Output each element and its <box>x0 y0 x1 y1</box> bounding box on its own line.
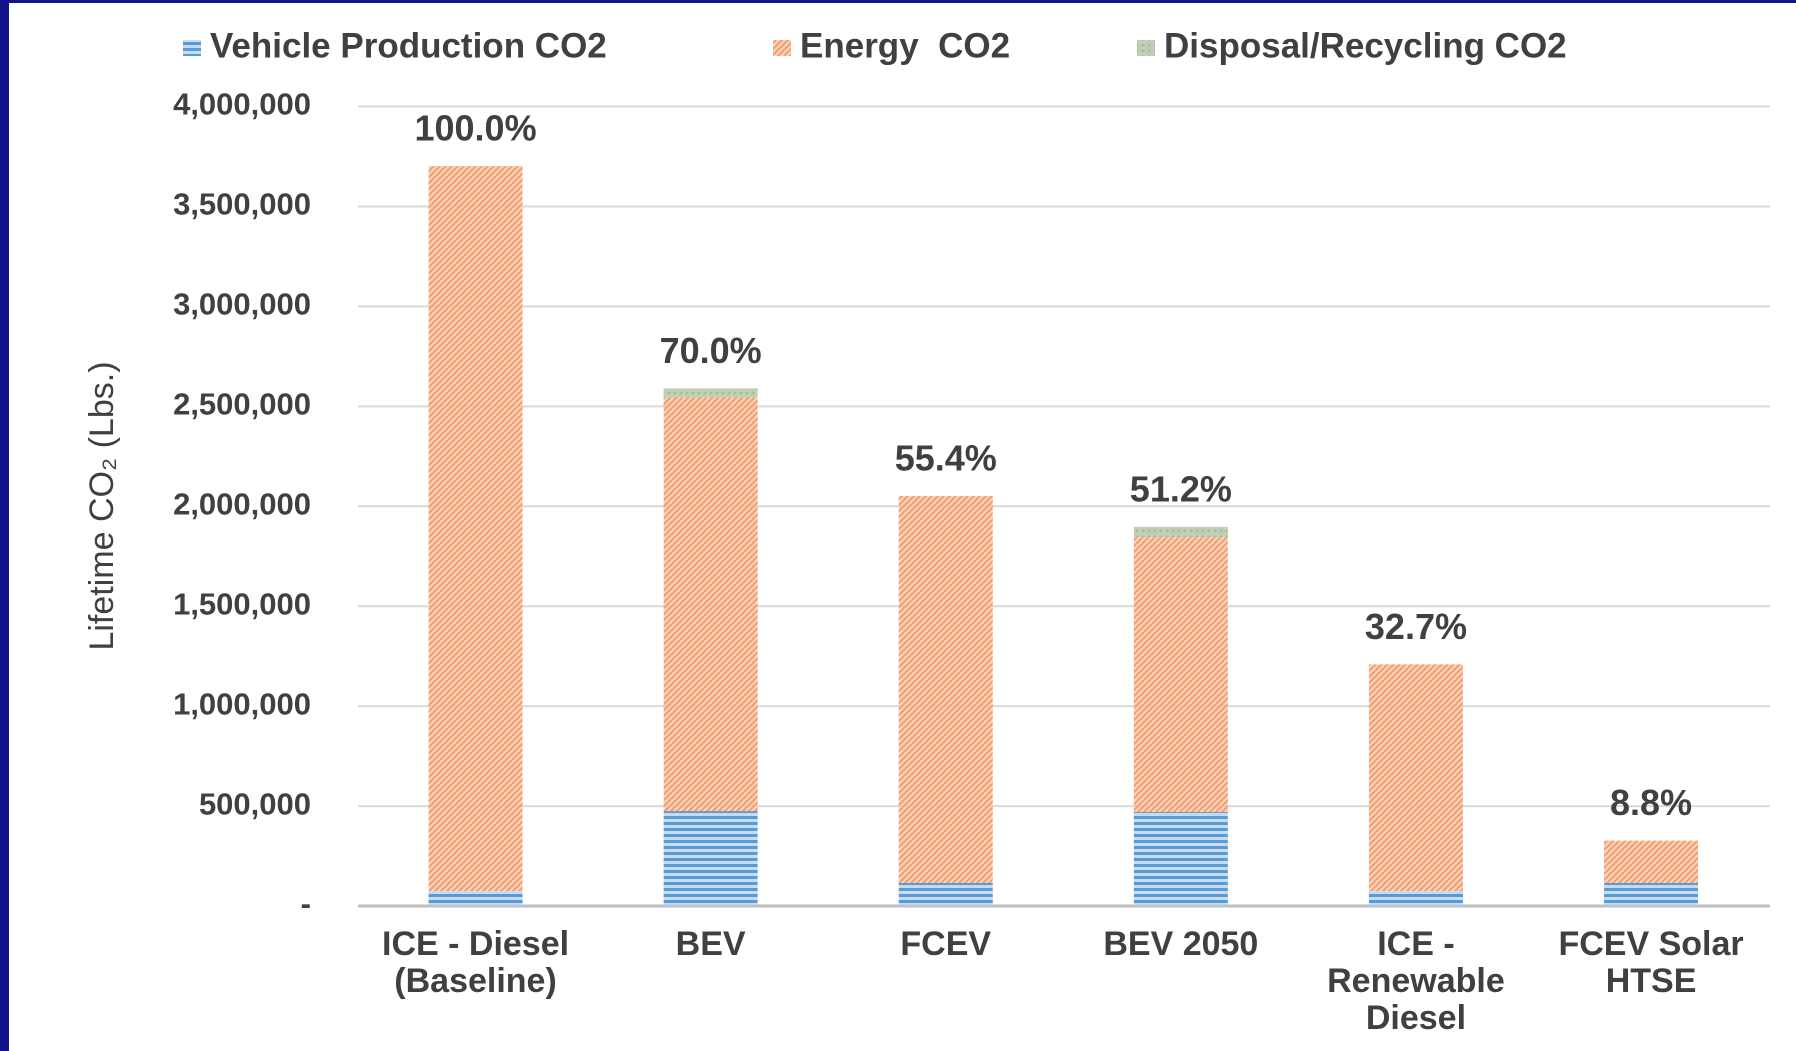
bar-segment <box>663 811 758 906</box>
bar-segment <box>1133 812 1228 906</box>
bar-segment <box>663 388 758 398</box>
legend-label: Disposal/Recycling CO2 <box>1164 26 1567 65</box>
bar-segment <box>1368 664 1463 892</box>
legend-swatch <box>183 40 201 56</box>
y-tick-label: - <box>301 886 311 921</box>
bar-segment <box>428 166 523 892</box>
legend-label: Energy CO2 <box>800 26 1010 65</box>
bar-annotation: 100.0% <box>414 108 536 149</box>
bar-annotation: 8.8% <box>1610 782 1692 823</box>
bar-segment <box>1604 840 1699 884</box>
y-tick-label: 1,000,000 <box>173 686 311 721</box>
y-tick-label: 3,000,000 <box>173 287 311 322</box>
x-tick-label: FCEV <box>900 925 992 963</box>
x-tick-label: ICE - Diesel (Baseline) <box>382 925 570 1000</box>
y-tick-label: 1,500,000 <box>173 586 311 621</box>
bar-segment <box>1133 537 1228 813</box>
x-tick-label: BEV <box>675 925 746 963</box>
y-tick-label: 2,500,000 <box>173 387 311 422</box>
bar-segment <box>1133 526 1228 538</box>
y-tick-label: 4,000,000 <box>173 87 311 122</box>
legend-label: Vehicle Production CO2 <box>210 26 607 65</box>
bar-annotation: 51.2% <box>1130 468 1232 509</box>
bar-annotation: 55.4% <box>895 438 997 479</box>
y-tick-label: 2,000,000 <box>173 486 311 521</box>
y-tick-label: 3,500,000 <box>173 187 311 222</box>
bar-segment <box>898 883 993 906</box>
bar-segment <box>428 891 523 906</box>
x-tick-label: FCEV Solar HTSE <box>1558 925 1744 1000</box>
legend-swatch <box>1137 40 1155 56</box>
bar-segment <box>898 496 993 884</box>
legend-swatch <box>773 40 791 56</box>
bar-segment <box>1604 883 1699 906</box>
bar-segment <box>1368 891 1463 906</box>
x-tick-label: BEV 2050 <box>1103 925 1259 963</box>
x-tick-label: ICE - Renewable Diesel <box>1327 925 1505 1037</box>
bar-annotation: 32.7% <box>1365 606 1467 647</box>
y-tick-label: 500,000 <box>199 786 311 821</box>
bar-segment <box>663 397 758 812</box>
y-axis-label: Lifetime CO₂ (Lbs.) <box>83 361 121 650</box>
bar-annotation: 70.0% <box>660 330 762 371</box>
